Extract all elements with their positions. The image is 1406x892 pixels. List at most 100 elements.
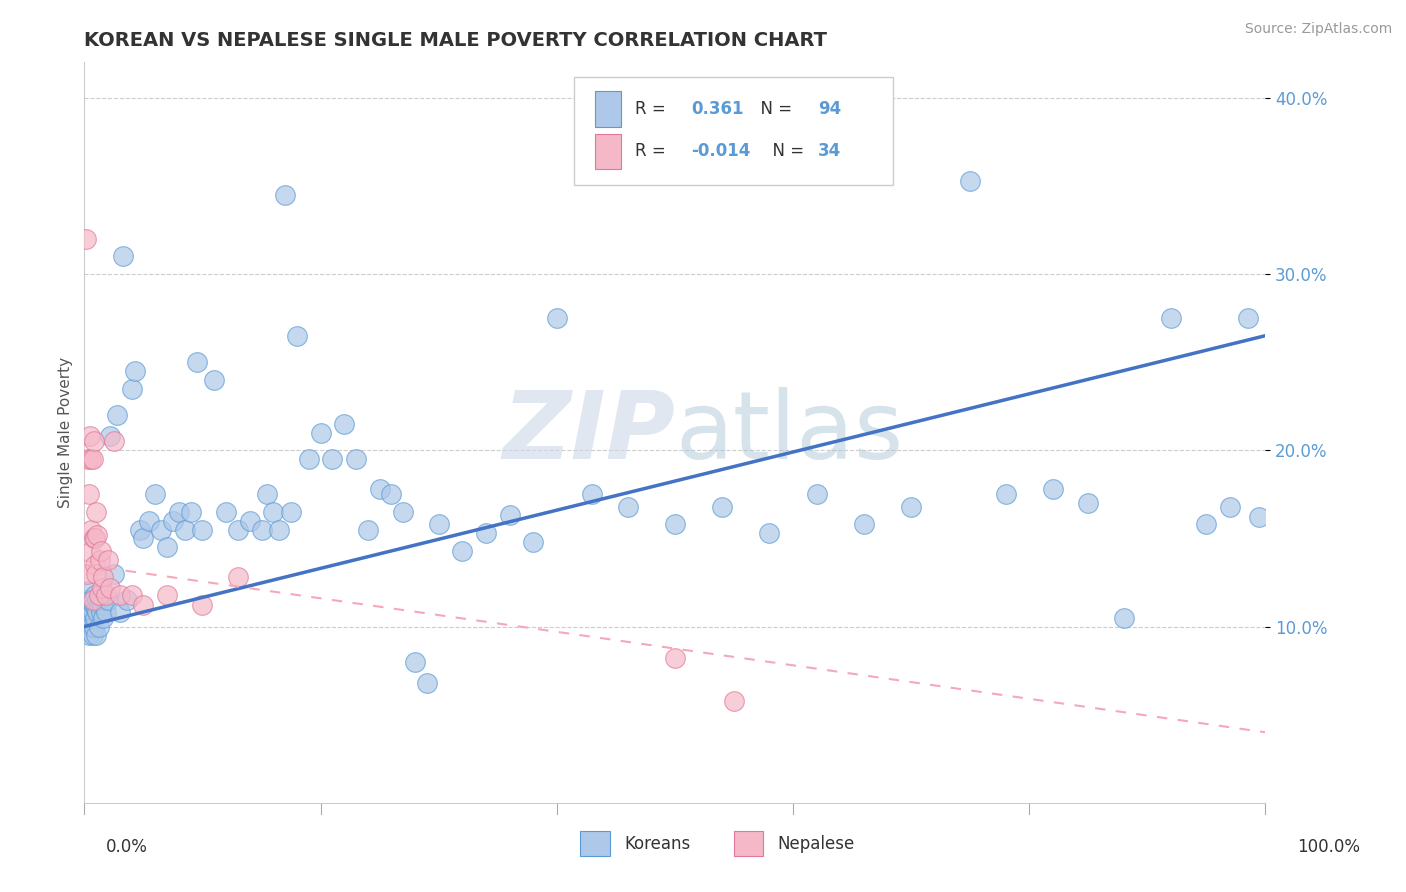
Text: ZIP: ZIP xyxy=(502,386,675,479)
Point xyxy=(616,500,638,514)
Text: R =: R = xyxy=(634,100,671,118)
Point xyxy=(522,535,544,549)
Point xyxy=(156,540,179,554)
Point xyxy=(115,593,138,607)
Point xyxy=(475,526,498,541)
Point xyxy=(76,584,98,599)
Point xyxy=(156,588,179,602)
Point xyxy=(75,232,97,246)
Point xyxy=(86,593,108,607)
Text: -0.014: -0.014 xyxy=(692,143,751,161)
Y-axis label: Single Male Poverty: Single Male Poverty xyxy=(58,357,73,508)
Point xyxy=(83,599,105,613)
Point xyxy=(108,588,131,602)
Point xyxy=(84,558,107,572)
Point xyxy=(90,543,112,558)
Point xyxy=(84,505,107,519)
Point xyxy=(498,508,520,523)
Point xyxy=(108,606,131,620)
Point xyxy=(97,552,120,566)
Point xyxy=(79,429,101,443)
Point xyxy=(80,619,103,633)
Point xyxy=(128,523,150,537)
Text: 94: 94 xyxy=(818,100,841,118)
FancyBboxPatch shape xyxy=(734,830,763,856)
Point xyxy=(77,628,100,642)
FancyBboxPatch shape xyxy=(595,91,620,127)
Text: 34: 34 xyxy=(818,143,841,161)
Point xyxy=(97,593,120,607)
Point xyxy=(91,581,114,595)
Point xyxy=(250,523,273,537)
Point xyxy=(83,619,105,633)
Point xyxy=(121,588,143,602)
Text: R =: R = xyxy=(634,143,671,161)
Text: N =: N = xyxy=(751,100,797,118)
Point xyxy=(89,593,111,607)
Point xyxy=(77,487,100,501)
Point xyxy=(103,566,125,581)
Text: Source: ZipAtlas.com: Source: ZipAtlas.com xyxy=(1244,22,1392,37)
Point xyxy=(368,482,391,496)
Point xyxy=(711,500,734,514)
Point xyxy=(94,588,117,602)
Point xyxy=(84,602,107,616)
FancyBboxPatch shape xyxy=(595,134,620,169)
Point xyxy=(87,619,110,633)
Point xyxy=(380,487,402,501)
Point xyxy=(103,434,125,449)
Point xyxy=(451,543,474,558)
Point xyxy=(138,514,160,528)
Point xyxy=(107,408,129,422)
Point xyxy=(546,311,568,326)
Point xyxy=(87,588,110,602)
Point xyxy=(900,500,922,514)
Point xyxy=(124,364,146,378)
Point xyxy=(1112,610,1135,624)
FancyBboxPatch shape xyxy=(575,78,893,185)
Point xyxy=(84,566,107,581)
Point xyxy=(1042,482,1064,496)
Point xyxy=(132,599,155,613)
Point xyxy=(309,425,332,440)
Point xyxy=(132,532,155,546)
Point xyxy=(180,505,202,519)
Point xyxy=(1219,500,1241,514)
Point xyxy=(75,593,97,607)
Point xyxy=(298,452,321,467)
Point xyxy=(91,570,114,584)
Point xyxy=(202,373,225,387)
Point xyxy=(173,523,195,537)
Text: atlas: atlas xyxy=(675,386,903,479)
Point xyxy=(262,505,284,519)
Point xyxy=(84,532,107,546)
Point xyxy=(82,628,104,642)
Point xyxy=(150,523,173,537)
Point xyxy=(280,505,302,519)
Point xyxy=(191,599,214,613)
Point xyxy=(82,606,104,620)
Point xyxy=(269,523,291,537)
Point xyxy=(162,514,184,528)
Point xyxy=(191,523,214,537)
Text: 0.361: 0.361 xyxy=(692,100,744,118)
Text: 0.0%: 0.0% xyxy=(105,838,148,856)
Point xyxy=(806,487,828,501)
Point xyxy=(82,452,104,467)
Point xyxy=(87,599,110,613)
Point xyxy=(416,676,439,690)
Text: KOREAN VS NEPALESE SINGLE MALE POVERTY CORRELATION CHART: KOREAN VS NEPALESE SINGLE MALE POVERTY C… xyxy=(84,30,827,50)
Point xyxy=(215,505,238,519)
Point xyxy=(84,628,107,642)
Point xyxy=(1249,510,1271,524)
Point xyxy=(321,452,343,467)
Point xyxy=(723,693,745,707)
Point xyxy=(285,328,308,343)
Point xyxy=(90,606,112,620)
Point xyxy=(98,429,121,443)
Text: N =: N = xyxy=(762,143,810,161)
Point xyxy=(98,581,121,595)
Point xyxy=(77,452,100,467)
Point xyxy=(86,606,108,620)
Text: Koreans: Koreans xyxy=(624,835,690,853)
